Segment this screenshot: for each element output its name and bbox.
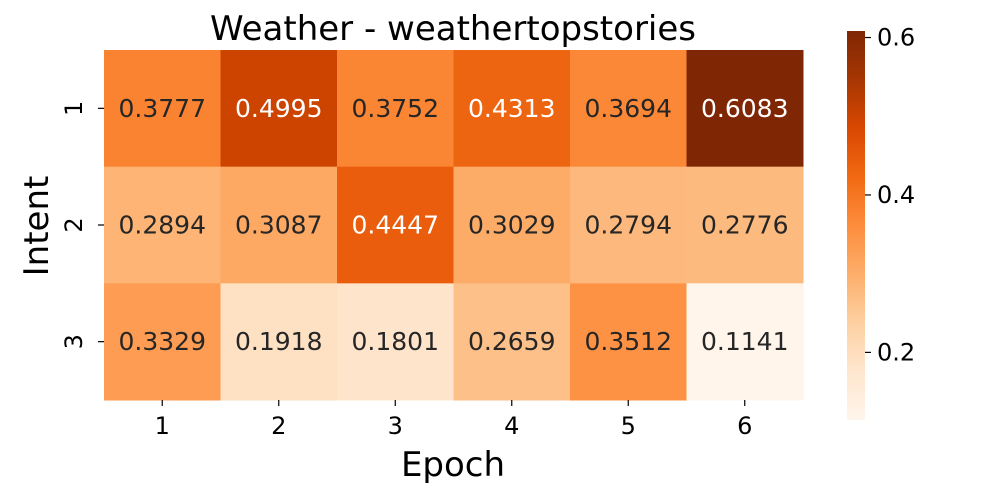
x-tick-label: 1 xyxy=(155,412,170,440)
x-tick-label: 5 xyxy=(621,412,636,440)
heatmap-cell xyxy=(686,166,804,284)
heatmap-cell xyxy=(570,50,687,168)
cell-value-label: 0.6083 xyxy=(701,94,788,123)
y-tick-label: 1 xyxy=(60,101,88,116)
chart-title: Weather - weathertopstories xyxy=(210,9,696,49)
y-tick-label: 2 xyxy=(60,217,88,232)
x-tick-label: 6 xyxy=(737,412,752,440)
heatmap-cell xyxy=(686,283,804,401)
heatmap-cell xyxy=(220,166,338,284)
cell-value-label: 0.3029 xyxy=(468,211,555,240)
x-tick-label: 2 xyxy=(271,412,286,440)
cell-value-label: 0.2794 xyxy=(585,211,672,240)
colorbar-tick-label: 0.4 xyxy=(877,181,915,209)
cell-value-label: 0.3777 xyxy=(119,94,206,123)
cell-value-label: 0.2894 xyxy=(119,211,206,240)
colorbar xyxy=(847,31,865,420)
heatmap-cell xyxy=(220,50,338,168)
heatmap-cell xyxy=(220,283,338,401)
y-tick-label: 3 xyxy=(60,334,88,349)
cell-value-label: 0.3694 xyxy=(585,94,672,123)
heatmap-cell xyxy=(337,50,454,168)
heatmap-cell xyxy=(686,50,804,168)
cell-value-label: 0.3087 xyxy=(235,211,322,240)
x-axis-ticks: 1 2 3 4 5 6 xyxy=(155,400,752,440)
colorbar-tick-label: 0.6 xyxy=(877,24,915,52)
heatmap-cell xyxy=(104,50,221,168)
colorbar-tick-label: 0.2 xyxy=(877,338,915,366)
x-tick-label: 3 xyxy=(388,412,403,440)
cell-value-label: 0.3329 xyxy=(119,327,206,356)
cell-value-label: 0.1141 xyxy=(701,327,788,356)
heatmap-cell xyxy=(453,50,571,168)
heatmap-cell xyxy=(337,283,454,401)
cell-value-label: 0.4447 xyxy=(352,211,439,240)
cell-value-label: 0.4995 xyxy=(235,94,322,123)
x-axis-label: Epoch xyxy=(401,445,505,485)
colorbar-ticks: 0.2 0.4 0.6 xyxy=(865,24,915,366)
heatmap-cell xyxy=(337,166,454,284)
heatmap-cell xyxy=(570,166,687,284)
x-tick-label: 4 xyxy=(504,412,519,440)
cell-value-label: 0.1918 xyxy=(235,327,322,356)
y-axis-label: Intent xyxy=(17,176,57,277)
heatmap-cell xyxy=(453,283,571,401)
heatmap-cell xyxy=(570,283,687,401)
heatmap-cells: 0.3777 0.4995 0.3752 0.4313 0.3694 0.6083 0.28… xyxy=(104,50,804,401)
cell-value-label: 0.2776 xyxy=(701,211,788,240)
heatmap-cell xyxy=(104,166,221,284)
cell-value-label: 0.3752 xyxy=(352,94,439,123)
heatmap-cell xyxy=(104,283,221,401)
cell-value-label: 0.2659 xyxy=(468,327,555,356)
cell-value-label: 0.4313 xyxy=(468,94,555,123)
cell-value-label: 0.3512 xyxy=(585,327,672,356)
heatmap-cell xyxy=(453,166,571,284)
cell-value-label: 0.1801 xyxy=(352,327,439,356)
y-axis-ticks: 1 2 3 xyxy=(60,101,104,349)
